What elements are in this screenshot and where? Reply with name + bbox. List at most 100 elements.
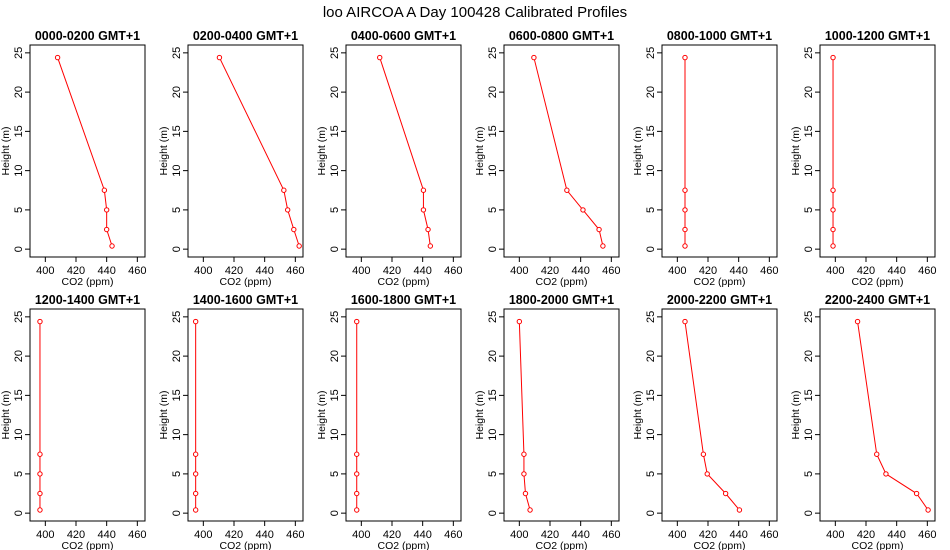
y-tick-label: 15 (13, 125, 25, 137)
data-point (913, 490, 920, 497)
data-point (291, 226, 297, 233)
y-tick-label: 20 (487, 350, 499, 362)
x-axis-label: CO2 (ppm) (62, 276, 114, 288)
data-point (830, 54, 836, 61)
y-tick-label: 0 (645, 510, 657, 516)
x-axis-label: CO2 (ppm) (852, 276, 904, 288)
x-tick-label: 400 (668, 529, 686, 541)
y-tick-label: 15 (329, 125, 341, 137)
data-point (527, 507, 533, 513)
x-tick-label: 420 (225, 265, 243, 277)
y-axis-label: Height (m) (316, 126, 328, 175)
x-tick-label: 460 (128, 529, 146, 541)
plot-frame (187, 308, 304, 522)
panel-title: 2000-2200 GMT+1 (667, 293, 772, 307)
data-point (354, 507, 360, 513)
y-tick-label: 15 (645, 125, 657, 137)
y-tick-label: 0 (803, 246, 815, 252)
data-point (192, 451, 199, 457)
y-tick-label: 20 (171, 350, 183, 362)
data-point (296, 243, 302, 249)
x-tick-label: 400 (36, 265, 54, 277)
x-tick-label: 420 (383, 529, 401, 541)
data-point (103, 207, 110, 213)
x-tick-label: 440 (887, 529, 905, 541)
profile-line (518, 321, 531, 511)
x-tick-label: 420 (699, 529, 717, 541)
y-tick-label: 20 (645, 86, 657, 98)
x-axis-label: CO2 (ppm) (220, 540, 272, 550)
x-tick-label: 400 (352, 529, 370, 541)
x-tick-label: 420 (67, 265, 85, 277)
data-point (425, 226, 431, 233)
data-point (192, 507, 199, 513)
y-tick-label: 15 (487, 125, 499, 137)
x-tick-label: 460 (286, 529, 304, 541)
y-tick-label: 15 (487, 389, 499, 401)
y-axis-label: Height (m) (790, 126, 802, 175)
y-axis-label: Height (m) (158, 126, 170, 175)
y-tick-label: 10 (13, 165, 25, 177)
y-tick-label: 5 (487, 471, 499, 477)
profile-line (857, 321, 929, 511)
profile-panel: 0600-0800 GMT+1 400 420 440 460 0 5 10 15 20 25 CO2… (474, 29, 621, 288)
data-point (37, 471, 43, 477)
x-tick-label: 440 (729, 529, 747, 541)
profile-panel: 1200-1400 GMT+1 400 420 440 460 0 5 10 15 20 25 CO2… (0, 293, 147, 550)
x-axis-label: CO2 (ppm) (536, 540, 588, 550)
y-tick-label: 0 (645, 246, 657, 252)
data-point (830, 226, 836, 233)
data-point (37, 490, 43, 497)
x-tick-label: 440 (97, 529, 115, 541)
y-tick-label: 10 (171, 429, 183, 441)
y-tick-label: 10 (487, 429, 499, 441)
y-tick-label: 5 (487, 207, 499, 213)
x-tick-label: 460 (918, 529, 936, 541)
y-tick-label: 20 (13, 350, 25, 362)
x-tick-label: 440 (413, 529, 431, 541)
y-axis-label: Height (m) (790, 390, 802, 439)
x-tick-label: 460 (760, 529, 778, 541)
data-point (700, 451, 707, 457)
figure-title: loo AIRCOA A Day 100428 Calibrated Profi… (323, 4, 627, 21)
data-point (830, 207, 836, 213)
y-tick-label: 20 (645, 350, 657, 362)
x-tick-label: 400 (36, 529, 54, 541)
data-point (704, 471, 710, 477)
data-point (101, 187, 108, 193)
x-tick-label: 420 (67, 529, 85, 541)
panel-title: 0200-0400 GMT+1 (193, 29, 298, 43)
data-point (600, 243, 606, 249)
y-axis-label: Height (m) (474, 390, 486, 439)
y-tick-label: 20 (329, 350, 341, 362)
plot-frame (503, 308, 620, 522)
profile-line (57, 57, 113, 247)
panel-title: 1400-1600 GMT+1 (193, 293, 298, 307)
y-tick-label: 20 (171, 86, 183, 98)
y-tick-label: 0 (329, 510, 341, 516)
y-tick-label: 20 (803, 350, 815, 362)
y-tick-label: 5 (13, 471, 25, 477)
y-tick-label: 0 (329, 246, 341, 252)
profile-panel: 0400-0600 GMT+1 400 420 440 460 0 5 10 15 20 25 CO2… (316, 29, 463, 288)
data-point (883, 471, 889, 477)
panel-title: 0800-1000 GMT+1 (667, 29, 772, 43)
data-point (284, 207, 291, 213)
x-tick-label: 400 (668, 265, 686, 277)
y-tick-label: 25 (645, 311, 657, 323)
y-tick-label: 20 (487, 86, 499, 98)
data-point (722, 490, 729, 497)
x-tick-label: 400 (510, 265, 528, 277)
y-axis-label: Height (m) (158, 390, 170, 439)
y-tick-label: 10 (803, 429, 815, 441)
y-tick-label: 25 (487, 311, 499, 323)
x-tick-label: 420 (857, 265, 875, 277)
panel-title: 1000-1200 GMT+1 (825, 29, 930, 43)
x-tick-label: 460 (444, 265, 462, 277)
x-tick-label: 440 (887, 265, 905, 277)
y-tick-label: 10 (171, 165, 183, 177)
x-tick-label: 460 (760, 265, 778, 277)
y-tick-label: 5 (329, 471, 341, 477)
x-tick-label: 420 (857, 529, 875, 541)
